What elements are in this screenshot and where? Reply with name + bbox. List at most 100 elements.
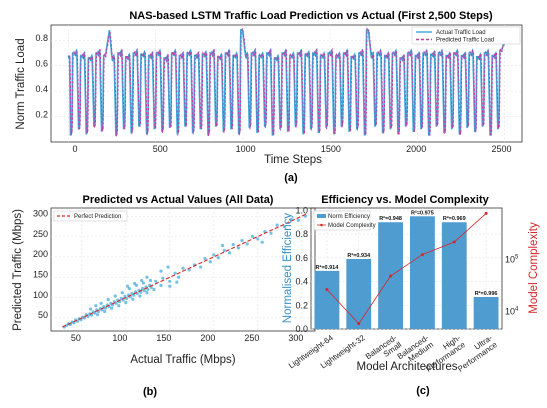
chart-a-series (67, 27, 506, 137)
scatter-point (168, 279, 172, 283)
efficiency-bar (346, 259, 372, 329)
complexity-point (420, 253, 424, 257)
chart-c-frame (310, 207, 503, 330)
perfect-prediction-line (62, 213, 307, 328)
chart-b-grid (51, 208, 315, 331)
chart-b-xtick: 200 (200, 333, 215, 343)
panel-a-label: (a) (284, 172, 298, 184)
chart-a-ytick: 0.4 (35, 84, 48, 94)
scatter-point (154, 279, 158, 283)
scatter-point (275, 223, 279, 227)
chart-a-xtick: 0 (72, 144, 77, 154)
scatter-point (203, 256, 207, 261)
scatter-point (94, 304, 98, 308)
scatter-point (216, 256, 220, 260)
scatter-point (222, 248, 226, 252)
chart-a-ytick: 0.2 (35, 110, 48, 120)
chart-a-legend-box (411, 26, 521, 45)
efficiency-bar (473, 296, 499, 329)
chart-b-ytick: 150 (33, 270, 48, 280)
complexity-point (452, 240, 456, 244)
scatter-point (99, 301, 103, 305)
chart-c-series: R²=0.914 R²=0.934 R²=0.948 R²=0.975 R²=0.969… (314, 209, 499, 329)
chart-c-y2label: Model Complexity (528, 222, 540, 314)
scatter-point (127, 287, 131, 291)
scatter-point (113, 294, 117, 298)
efficiency-bar (441, 222, 467, 329)
r2-label: R²=0.934 (347, 252, 371, 259)
scatter-point (175, 280, 179, 284)
complexity-point (357, 322, 361, 326)
chart-b-yticks: 50 100 150 200 250 300 (33, 208, 48, 320)
chart-c-yticks: 0.0 0.2 0.4 0.6 0.8 1.0 (295, 205, 308, 334)
r2-label: R²=0.948 (379, 215, 402, 222)
scatter-point (125, 284, 130, 288)
chart-b-title: Predicted vs Actual Values (All Data) (83, 194, 274, 206)
chart-a-ytick: 0.6 (35, 59, 48, 69)
r2-label: R²=0.914 (316, 264, 340, 271)
scatter-point (141, 281, 145, 285)
chart-a-yticks: 0.2 0.4 0.6 0.8 (35, 33, 48, 119)
complexity-line (326, 213, 487, 325)
efficiency-bar (410, 216, 435, 329)
scatter-point (256, 237, 260, 241)
scatter-point (106, 298, 110, 302)
scatter-point (146, 287, 150, 292)
scatter-point (72, 321, 76, 325)
scatter-point (161, 276, 165, 280)
chart-b-xlabel: Actual Traffic (Mbps) (130, 354, 235, 366)
chart-b-ytick: 300 (33, 208, 48, 218)
chart-b-xtick: 250 (244, 333, 259, 343)
legend-perfect-label: Perfect Prediction (74, 214, 121, 220)
chart-a-xtick: 500 (153, 144, 168, 154)
chart-b-xtick: 300 (288, 333, 303, 343)
chart-a-xticks: 0 500 1000 1500 2000 2500 (72, 144, 511, 154)
scatter-point (236, 246, 241, 250)
legend-efficiency-swatch (317, 214, 326, 218)
scatter-point (240, 238, 244, 243)
scatter-point (166, 265, 170, 269)
scatter-point (296, 218, 300, 222)
chart-a-xlabel: Time Steps (264, 154, 322, 166)
scatter-point (133, 281, 137, 285)
chart-b-xtick: 150 (156, 333, 171, 343)
panel-c-label: (c) (416, 385, 430, 397)
chart-b-xtick: 50 (71, 333, 81, 343)
complexity-point (389, 274, 393, 278)
chart-c-xlabel: Model Architectures (357, 361, 458, 373)
scatter-point (138, 294, 142, 298)
scatter-point (208, 260, 212, 264)
scatter-point (168, 284, 172, 288)
scatter-point (120, 291, 124, 295)
chart-c: Efficiency vs. Model Complexity R²=0.914… (282, 194, 540, 397)
scatter-point (221, 243, 225, 248)
chart-c-ylabel: Normalised Efficiency (282, 213, 294, 324)
chart-a-title: NAS-based LSTM Traffic Load Prediction v… (129, 10, 493, 22)
r2-label: R²=0.969 (443, 215, 466, 222)
chart-c-y2tick: 105 (505, 255, 519, 265)
complexity-point (325, 288, 329, 292)
scatter-point (93, 311, 97, 315)
scatter-point (140, 278, 144, 283)
chart-a-ylabel: Norm Traffic Load (15, 38, 27, 129)
scatter-point (145, 291, 149, 295)
chart-b-frame (50, 207, 316, 332)
chart-b-ytick: 250 (33, 229, 48, 239)
scatter-point (114, 301, 118, 305)
scatter-point (173, 271, 177, 275)
chart-a: NAS-based LSTM Traffic Load Prediction v… (15, 10, 523, 184)
scatter-point (152, 287, 156, 292)
chart-b-ytick: 50 (38, 310, 48, 320)
complexity-point (484, 211, 488, 215)
chart-c-legend-box (313, 210, 371, 231)
chart-b-ytick: 200 (33, 249, 48, 259)
efficiency-bar (314, 270, 340, 329)
r2-label: R²=0.975 (411, 209, 434, 216)
chart-b: Predicted vs Actual Values (All Data) 50… (12, 194, 316, 398)
scatter-point (110, 306, 114, 310)
scatter-point (199, 265, 203, 269)
scatter-point (145, 275, 149, 279)
chart-b-ylabel: Predicted Traffic (Mbps) (12, 209, 24, 331)
chart-c-ytick: 0.2 (295, 300, 308, 310)
